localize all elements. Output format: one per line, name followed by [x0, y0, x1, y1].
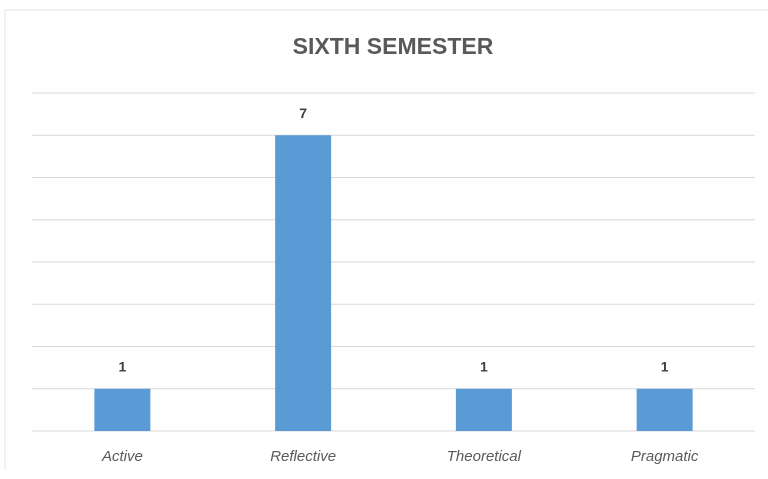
data-label: 7: [299, 105, 307, 121]
x-tick-label: Active: [101, 448, 143, 465]
bar: [94, 388, 151, 431]
data-label: 1: [118, 358, 126, 374]
data-label: 1: [480, 358, 488, 374]
data-label: 1: [661, 358, 669, 374]
bar: [636, 388, 693, 431]
bar: [455, 388, 512, 431]
x-tick-label: Pragmatic: [631, 448, 699, 465]
x-tick-label: Theoretical: [447, 448, 522, 465]
x-tick-label: Reflective: [270, 448, 336, 465]
chart-title: SIXTH SEMESTER: [293, 33, 494, 59]
bar: [275, 135, 332, 431]
